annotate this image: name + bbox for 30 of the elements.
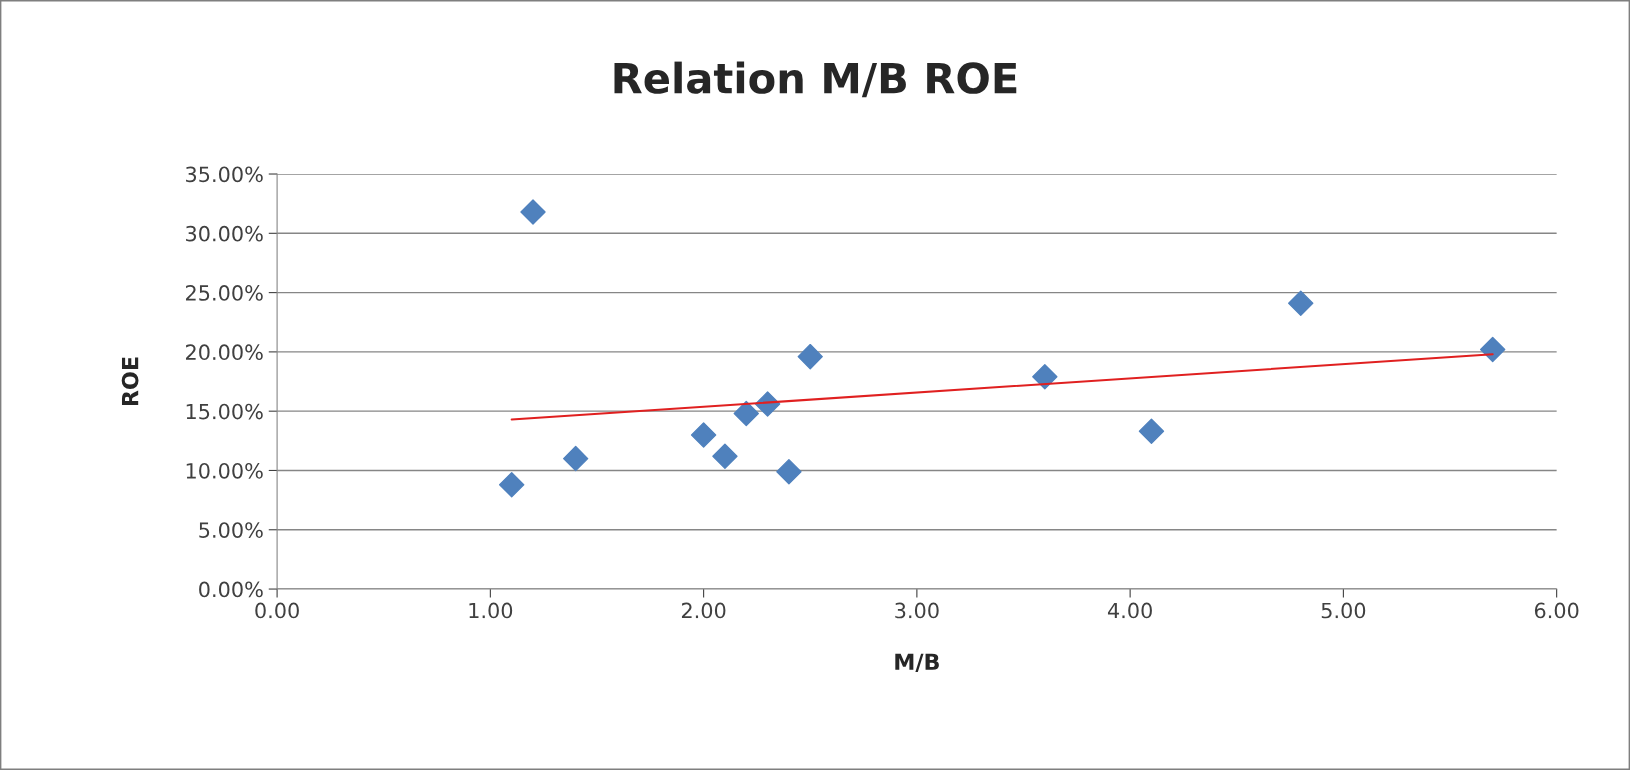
y-tick-label: 35.00% bbox=[186, 166, 263, 183]
point bbox=[776, 458, 802, 485]
x-tick-label: 1.00 bbox=[469, 602, 513, 619]
point bbox=[562, 445, 589, 472]
point bbox=[797, 343, 823, 370]
y-tick-label: 20.00% bbox=[186, 344, 263, 361]
x-tick-label: 0.00 bbox=[255, 602, 299, 619]
point bbox=[690, 422, 717, 448]
x-tick-label: 6.00 bbox=[1534, 602, 1579, 619]
point bbox=[1479, 336, 1506, 363]
y-axis-title: ROE bbox=[121, 357, 139, 406]
y-tick-label: 5.00% bbox=[199, 522, 263, 538]
y-tick-label: 10.00% bbox=[186, 462, 263, 479]
x-tick-label: 5.00 bbox=[1321, 602, 1366, 619]
y-tick-label: 15.00% bbox=[186, 403, 263, 420]
x-axis-title: M/B bbox=[895, 653, 939, 672]
y-tick-label: 0.00% bbox=[199, 581, 263, 598]
point bbox=[498, 471, 525, 498]
x-tick-label: 2.00 bbox=[681, 602, 726, 619]
y-tick-label: 25.00% bbox=[186, 285, 263, 301]
y-tick-label: 30.00% bbox=[186, 225, 263, 242]
x-tick-label: 3.00 bbox=[895, 602, 939, 619]
x-tick-label: 4.00 bbox=[1107, 602, 1152, 619]
point bbox=[1138, 418, 1165, 445]
point bbox=[712, 443, 738, 469]
point bbox=[1032, 364, 1058, 390]
chart-title: Relation M/B ROE bbox=[614, 61, 1017, 98]
point bbox=[520, 199, 546, 225]
point bbox=[733, 400, 759, 427]
point bbox=[1288, 290, 1314, 316]
